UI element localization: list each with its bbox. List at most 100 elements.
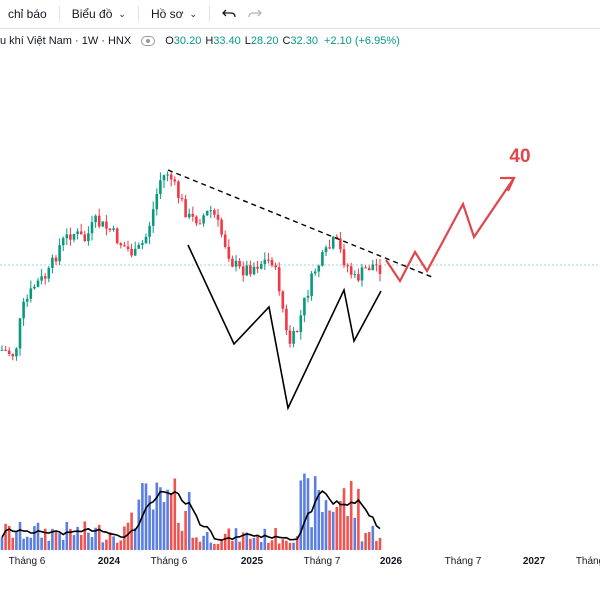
volume-bar	[173, 478, 177, 550]
volume-bar	[357, 488, 360, 550]
candle-body	[274, 265, 277, 268]
volume-bar	[36, 522, 40, 550]
candle-body	[36, 280, 40, 287]
chevron-down-icon: ⌄	[118, 8, 126, 19]
x-axis-tick-label: 2024	[97, 556, 121, 567]
candle-body	[15, 348, 18, 357]
candle-body	[162, 175, 166, 181]
candle-body	[317, 265, 321, 272]
candle-body	[169, 174, 173, 180]
candle-body	[223, 234, 227, 247]
toolbar-divider	[58, 6, 60, 22]
volume-bar	[151, 509, 155, 550]
candle-body	[40, 276, 43, 281]
volume-bar	[238, 541, 241, 550]
candle-body	[187, 213, 191, 218]
candle-body	[155, 193, 159, 210]
volume-bar	[187, 492, 191, 550]
volume-bar	[54, 532, 58, 550]
volume-bar	[11, 537, 15, 550]
candle-body	[97, 215, 101, 227]
candle-body	[151, 209, 155, 226]
candle-body	[83, 234, 87, 242]
candle-body	[213, 210, 216, 215]
candle-body	[112, 228, 115, 230]
candle-body	[18, 318, 22, 349]
volume-bar	[83, 521, 87, 550]
low-value: 28.20	[250, 35, 279, 47]
symbol-title[interactable]: u khí Việt Nam · 1W · HNX	[0, 35, 132, 47]
volume-bar	[321, 512, 324, 550]
volume-bar	[101, 542, 105, 550]
volume-ma-line	[1, 490, 381, 541]
volume-bar	[198, 541, 202, 550]
chart-menu-button[interactable]: Biểu đồ ⌄	[66, 0, 132, 28]
profile-menu-button[interactable]: Hồ sơ ⌄	[145, 0, 203, 28]
change-value: +2.10 (+6.95%)	[323, 35, 400, 47]
candle-body	[94, 215, 97, 223]
candle-body	[371, 264, 375, 271]
candle-body	[313, 271, 317, 274]
volume-bar	[310, 527, 313, 550]
candle-body	[378, 265, 382, 274]
volume-bar	[346, 516, 349, 550]
eye-icon[interactable]	[141, 36, 156, 46]
volume-bar	[22, 538, 25, 550]
candle-body	[22, 301, 25, 319]
volume-bar	[317, 490, 321, 550]
candle-body	[270, 260, 274, 266]
candle-body	[130, 248, 133, 256]
volume-bar	[378, 537, 382, 550]
candle-body	[61, 238, 65, 246]
volume-bar	[180, 530, 184, 550]
candle-body	[339, 238, 342, 250]
candle-body	[281, 291, 285, 309]
volume-bar	[108, 532, 112, 550]
candle-body	[159, 180, 162, 194]
chevron-down-icon: ⌄	[189, 8, 198, 19]
volume-bar	[245, 532, 249, 550]
volume-bar	[69, 528, 72, 550]
candle-body	[321, 252, 324, 266]
volume-bar	[169, 493, 173, 550]
indicators-label: chỉ báo	[8, 7, 47, 21]
candle-body	[195, 216, 198, 224]
volume-bar	[339, 501, 342, 550]
candle-body	[126, 246, 130, 249]
candle-body	[349, 266, 353, 275]
candle-body	[324, 247, 328, 253]
volume-bar	[155, 482, 159, 550]
volume-bar	[72, 535, 76, 550]
candle-body	[227, 246, 231, 259]
candle-body	[238, 260, 241, 267]
volume-bar	[159, 487, 162, 550]
volume-bar	[227, 528, 231, 550]
volume-bar	[220, 540, 223, 550]
candle-body	[58, 245, 61, 262]
candle-body	[173, 179, 177, 182]
redo-button[interactable]	[242, 0, 268, 28]
volume-bar	[58, 533, 61, 550]
candle-body	[310, 273, 313, 296]
candle-body	[72, 233, 76, 240]
volume-bar	[25, 536, 29, 550]
candle-body	[375, 264, 378, 266]
target-label: 40	[509, 146, 530, 167]
candle-body	[202, 215, 205, 224]
undo-button[interactable]	[216, 0, 242, 28]
high-key: H	[205, 35, 214, 47]
candle-body	[234, 260, 238, 267]
x-axis-tick-label: 2026	[379, 556, 403, 567]
projection-arrow-head	[500, 176, 516, 192]
resistance-trendline	[167, 169, 433, 278]
volume-bar	[213, 543, 216, 550]
volume-bar	[259, 542, 263, 550]
volume-bar	[364, 533, 367, 550]
indicators-button[interactable]: chỉ báo	[0, 0, 53, 28]
candle-body	[357, 274, 360, 281]
x-axis-tick-label: Tháng 6	[8, 556, 46, 567]
candle-body	[241, 266, 245, 276]
volume-bar	[277, 543, 281, 550]
volume-bar	[324, 500, 328, 550]
